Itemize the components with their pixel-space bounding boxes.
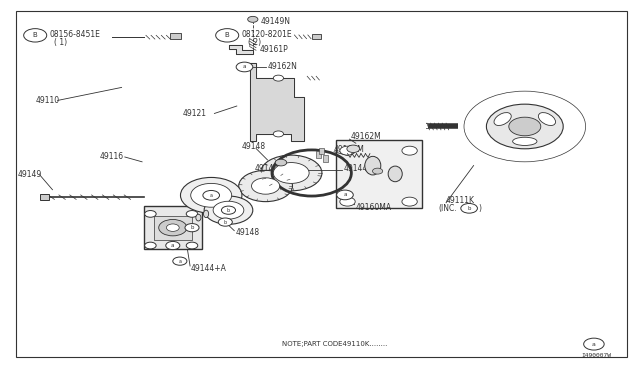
Circle shape [236,62,253,72]
Circle shape [275,159,287,166]
Circle shape [509,117,541,136]
Bar [154,216,192,240]
Text: 49121: 49121 [182,109,206,118]
Bar [141,37,467,327]
Circle shape [372,168,383,174]
Text: 49148: 49148 [236,228,260,237]
Text: 49149: 49149 [18,170,42,179]
Text: 49161P: 49161P [259,45,288,54]
Text: 49160M: 49160M [334,145,365,154]
Circle shape [145,211,156,217]
Bar [144,206,202,249]
Circle shape [273,163,309,183]
Circle shape [159,219,187,236]
Bar [323,155,328,162]
Circle shape [273,75,284,81]
Ellipse shape [365,156,381,175]
Circle shape [186,242,198,249]
Text: b: b [190,225,194,230]
Circle shape [461,203,477,213]
Text: I490007W: I490007W [581,353,611,358]
Text: 49162M: 49162M [351,132,381,141]
Bar [319,148,324,154]
Text: 49160MA: 49160MA [356,203,392,212]
Text: a: a [171,243,175,248]
Circle shape [337,190,353,200]
Circle shape [204,196,253,224]
Circle shape [145,242,156,249]
Ellipse shape [388,166,403,182]
Text: NOTE;PART CODE49110K........: NOTE;PART CODE49110K........ [282,341,387,347]
Text: 49162N: 49162N [268,62,298,71]
Circle shape [402,197,417,206]
Circle shape [273,131,284,137]
Circle shape [180,177,242,213]
Ellipse shape [196,214,201,221]
Circle shape [260,155,322,191]
Circle shape [203,190,220,200]
Bar [316,151,321,158]
Text: 49144+A: 49144+A [191,264,227,273]
Text: B: B [225,32,230,38]
Text: 49110: 49110 [35,96,60,105]
Bar [40,194,49,200]
Circle shape [252,178,280,194]
Circle shape [24,29,47,42]
Circle shape [340,197,355,206]
Text: a: a [210,193,212,198]
Text: ( 2): ( 2) [248,38,262,46]
Text: 49140: 49140 [255,164,279,173]
Circle shape [221,206,236,214]
Text: B: B [33,32,38,38]
Ellipse shape [538,113,556,125]
Circle shape [458,87,592,166]
Circle shape [213,201,244,219]
Circle shape [166,224,179,231]
Circle shape [216,29,239,42]
Text: a: a [592,341,596,347]
Bar [312,34,321,39]
Text: a: a [343,192,347,198]
Ellipse shape [204,210,209,218]
Circle shape [166,241,180,250]
Polygon shape [250,63,304,141]
Circle shape [173,257,187,265]
Circle shape [248,16,258,22]
Circle shape [191,183,232,207]
Circle shape [218,218,232,226]
Circle shape [239,170,292,202]
Text: 08120-8201E: 08120-8201E [242,30,292,39]
Polygon shape [229,45,253,54]
Text: ): ) [479,204,482,213]
Text: 49144: 49144 [344,164,368,173]
Text: b: b [467,206,471,211]
Text: 49111K: 49111K [446,196,475,205]
Ellipse shape [494,113,511,125]
Circle shape [584,338,604,350]
Text: a: a [179,259,181,264]
Circle shape [347,145,360,153]
Circle shape [340,146,355,155]
Text: a: a [243,64,246,70]
Bar [170,33,181,39]
Text: b: b [227,208,230,213]
Text: b: b [224,219,227,225]
Bar [336,140,422,208]
Circle shape [185,224,199,232]
Circle shape [486,104,563,149]
Text: (INC.: (INC. [438,204,457,213]
Text: 08156-8451E: 08156-8451E [50,30,100,39]
Text: 49116: 49116 [99,153,124,161]
Circle shape [402,146,417,155]
Text: ( 1): ( 1) [54,38,68,46]
Text: 49148: 49148 [242,142,266,151]
Circle shape [186,211,198,217]
Text: 49149N: 49149N [261,17,291,26]
Ellipse shape [513,137,537,145]
